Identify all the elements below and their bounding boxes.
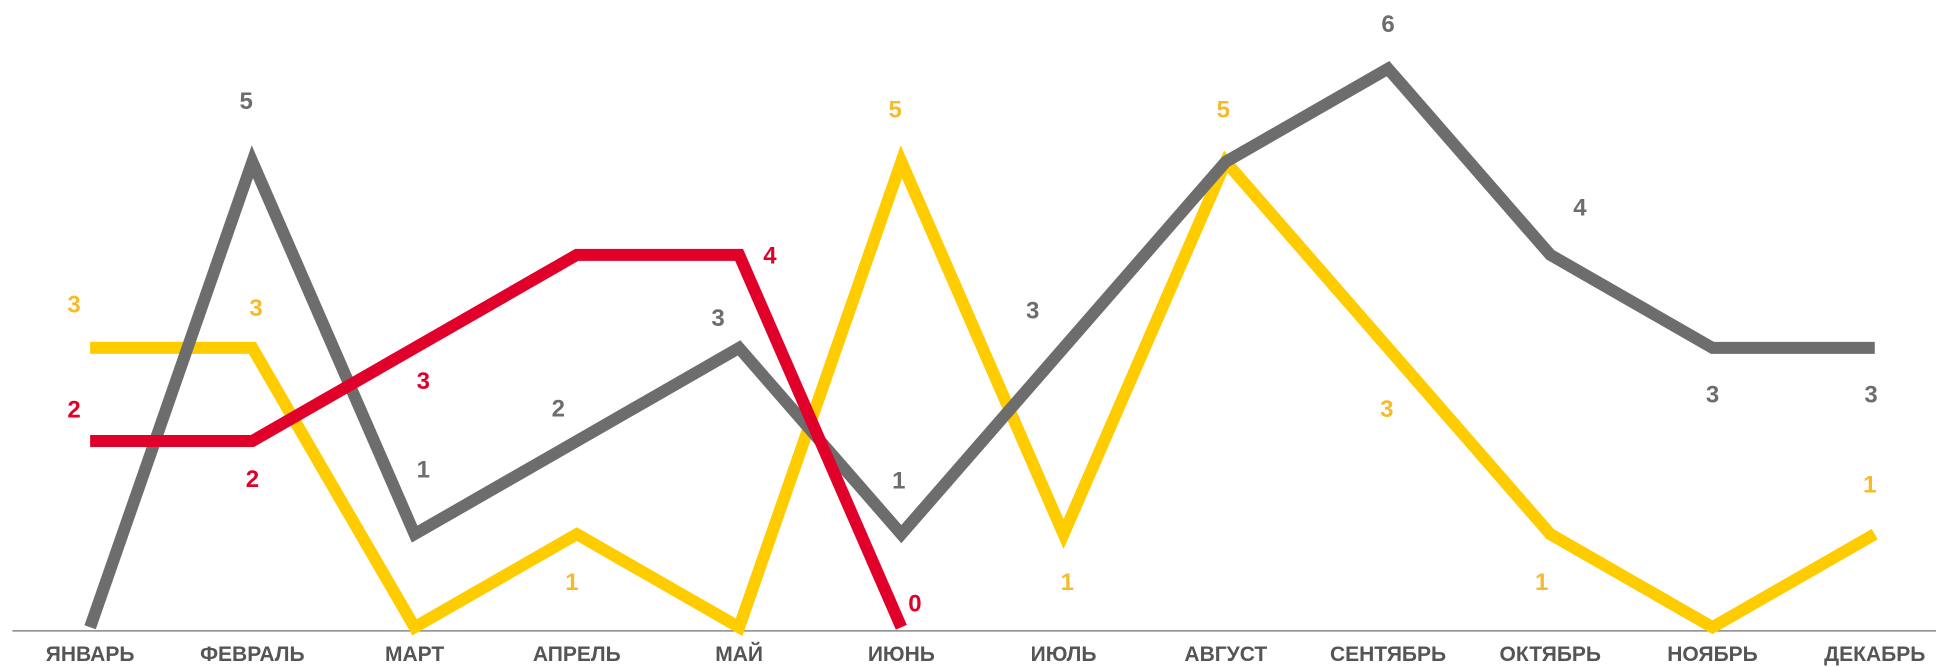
x-tick-label: НОЯБРЬ bbox=[1667, 643, 1758, 666]
data-label: 3 bbox=[1706, 381, 1719, 408]
data-label: 3 bbox=[711, 305, 724, 332]
data-label: 1 bbox=[417, 457, 430, 484]
data-label: 1 bbox=[565, 569, 578, 596]
data-label: 3 bbox=[67, 291, 80, 318]
x-tick-label: МАЙ bbox=[715, 642, 763, 666]
x-tick-label: АПРЕЛЬ bbox=[533, 643, 621, 666]
data-label: 2 bbox=[67, 397, 80, 424]
data-label: 3 bbox=[1026, 297, 1039, 324]
x-tick-label: ОКТЯБРЬ bbox=[1500, 643, 1602, 666]
x-tick-label: АВГУСТ bbox=[1184, 643, 1267, 666]
data-label: 4 bbox=[763, 243, 777, 270]
data-label: 3 bbox=[1864, 381, 1877, 408]
x-tick-label: ФЕВРАЛЬ bbox=[200, 643, 305, 666]
x-tick-label: ЯНВАРЬ bbox=[46, 643, 135, 666]
data-label: 5 bbox=[1217, 96, 1230, 123]
data-label: 1 bbox=[1535, 569, 1548, 596]
data-label: 3 bbox=[417, 368, 430, 395]
data-label: 3 bbox=[249, 295, 262, 322]
data-label: 5 bbox=[888, 96, 901, 123]
x-tick-label: ИЮЛЬ bbox=[1031, 643, 1097, 666]
x-tick-label: ИЮНЬ bbox=[868, 643, 935, 666]
data-label: 3 bbox=[1380, 396, 1393, 423]
data-label: 2 bbox=[246, 466, 259, 493]
data-label: 1 bbox=[1061, 569, 1074, 596]
x-tick-label: СЕНТЯБРЬ bbox=[1330, 643, 1446, 666]
data-label: 5 bbox=[240, 88, 253, 115]
data-label: 6 bbox=[1381, 11, 1394, 38]
data-label: 1 bbox=[892, 468, 905, 495]
data-label: 4 bbox=[1573, 195, 1587, 222]
data-label: 0 bbox=[908, 590, 921, 617]
x-tick-label: ДЕКАБРЬ bbox=[1824, 643, 1925, 666]
series-line bbox=[90, 248, 907, 630]
series-line bbox=[90, 145, 1878, 637]
data-label: 2 bbox=[552, 396, 565, 423]
series-line bbox=[84, 60, 1875, 630]
data-label: 1 bbox=[1863, 471, 1876, 498]
x-tick-label: МАРТ bbox=[385, 643, 444, 666]
